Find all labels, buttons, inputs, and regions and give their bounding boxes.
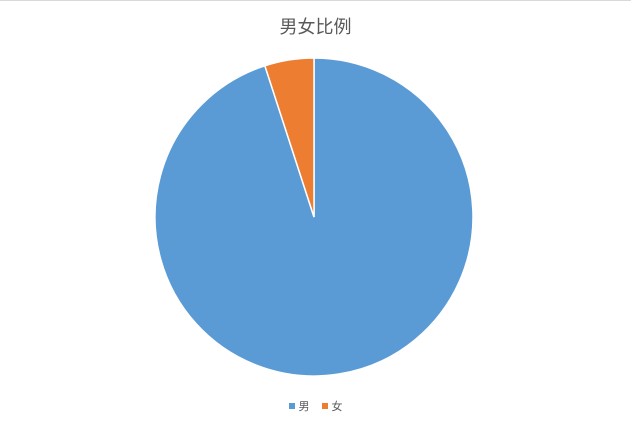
- pie-slice-1: [263, 57, 315, 218]
- legend-label-female: 女: [331, 400, 343, 413]
- chart-title: 男女比例: [279, 17, 352, 38]
- legend-item-female: 女: [321, 398, 343, 414]
- legend-swatch-male: [288, 403, 295, 409]
- legend-label-male: 男: [298, 400, 310, 413]
- legend-swatch-female: [321, 403, 328, 409]
- legend: 男 女: [0, 398, 631, 414]
- legend-item-male: 男: [288, 398, 310, 414]
